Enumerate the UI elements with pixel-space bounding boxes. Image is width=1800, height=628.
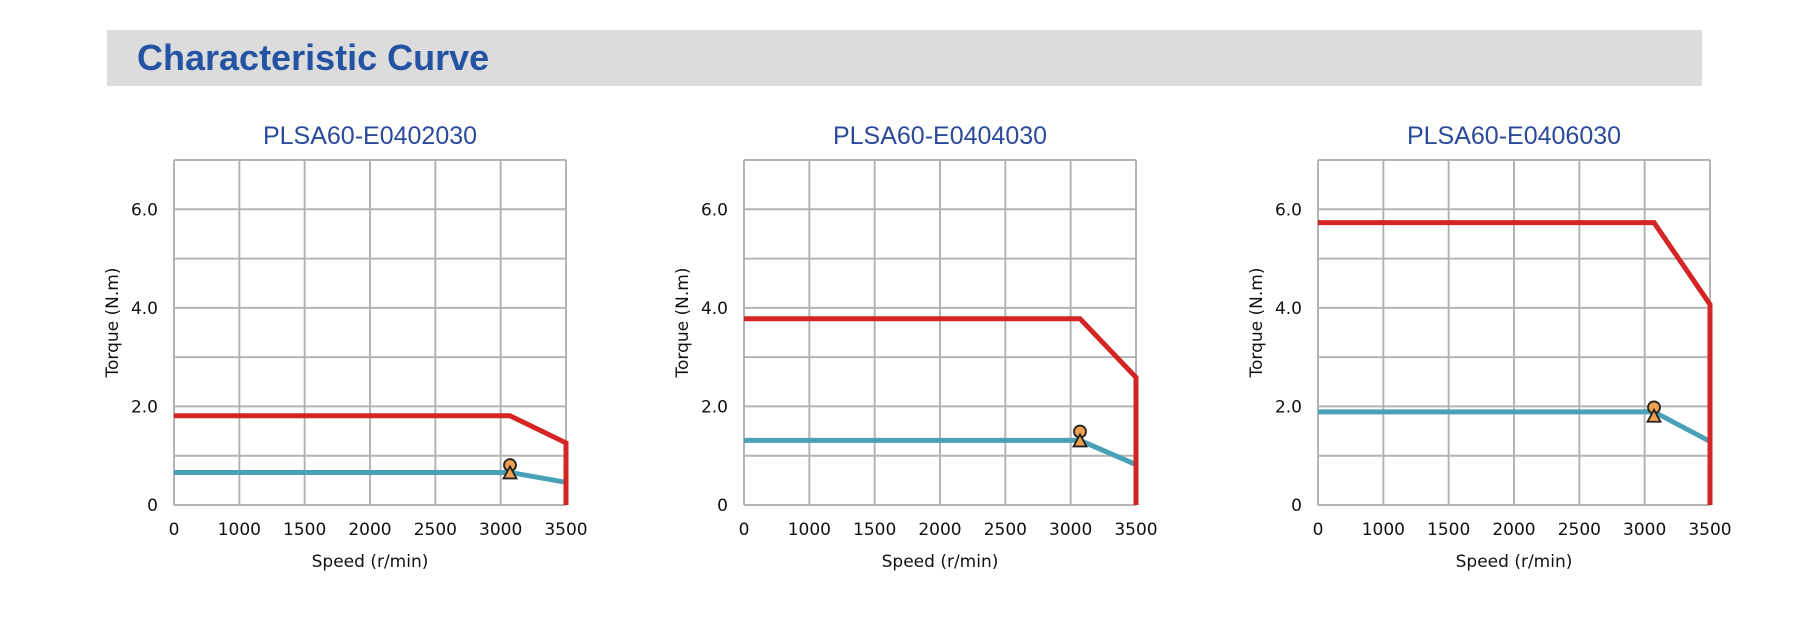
x-tick-label: 3500 <box>1688 520 1731 540</box>
x-tick-label: 2500 <box>414 520 457 540</box>
y-tick-label: 0 <box>1291 496 1302 516</box>
chart-2: PLSA60-E0404030 0 1000 1500 2000 2500 3000 3500… <box>673 122 1158 572</box>
chart-title: PLSA60-E0404030 <box>833 122 1047 150</box>
x-tick-label: 1000 <box>1362 520 1405 540</box>
y-tick-label: 4.0 <box>1275 299 1302 319</box>
chart-title: PLSA60-E0406030 <box>1407 122 1621 150</box>
peak-torque-curve <box>744 316 1139 505</box>
rated-torque-marker-triangle <box>1071 432 1089 448</box>
x-axis-label: Speed (r/min) <box>882 552 999 572</box>
y-tick-label: 4.0 <box>131 299 158 319</box>
y-tick-label: 2.0 <box>131 397 158 417</box>
rated-torque-marker-triangle <box>1645 407 1663 423</box>
x-tick-label: 0 <box>169 520 180 540</box>
y-tick-label: 2.0 <box>1275 397 1302 417</box>
header-bar: Characteristic Curve <box>107 30 1702 86</box>
x-tick-label: 2000 <box>918 520 961 540</box>
x-axis-label: Speed (r/min) <box>1456 552 1573 572</box>
x-tick-label: 2000 <box>1492 520 1535 540</box>
x-tick-label: 3500 <box>544 520 587 540</box>
y-tick-label: 6.0 <box>1275 200 1302 220</box>
x-tick-label: 3000 <box>1623 520 1666 540</box>
peak-torque-curve <box>1318 220 1713 505</box>
y-tick-label: 0 <box>717 496 728 516</box>
x-tick-label: 0 <box>1313 520 1324 540</box>
y-axis-label: Torque (N.m) <box>673 268 693 379</box>
page-title: Characteristic Curve <box>137 37 490 78</box>
x-tick-label: 2000 <box>348 520 391 540</box>
x-tick-label: 1500 <box>283 520 326 540</box>
x-tick-label: 3000 <box>479 520 522 540</box>
y-tick-label: 0 <box>147 496 158 516</box>
y-tick-label: 2.0 <box>701 397 728 417</box>
x-tick-label: 2500 <box>1558 520 1601 540</box>
chart-1: PLSA60-E0402030 0 1000 1500 2000 2500 3000 3500… <box>103 122 588 572</box>
peak-torque-curve <box>174 413 569 505</box>
x-tick-label: 1000 <box>218 520 261 540</box>
y-tick-label: 4.0 <box>701 299 728 319</box>
y-tick-label: 6.0 <box>701 200 728 220</box>
y-axis-label: Torque (N.m) <box>1247 268 1267 379</box>
x-axis-label: Speed (r/min) <box>312 552 429 572</box>
x-tick-label: 0 <box>739 520 750 540</box>
x-tick-label: 1500 <box>1427 520 1470 540</box>
rated-torque-marker-triangle <box>501 464 519 480</box>
x-tick-label: 1500 <box>853 520 896 540</box>
x-tick-label: 1000 <box>788 520 831 540</box>
y-tick-label: 6.0 <box>131 200 158 220</box>
chart-3: PLSA60-E0406030 0 1000 1500 2000 2500 3000 3500… <box>1247 122 1732 572</box>
x-tick-label: 3500 <box>1114 520 1157 540</box>
x-tick-label: 2500 <box>984 520 1027 540</box>
y-axis-label: Torque (N.m) <box>103 268 123 379</box>
chart-title: PLSA60-E0402030 <box>263 122 477 150</box>
x-tick-label: 3000 <box>1049 520 1092 540</box>
